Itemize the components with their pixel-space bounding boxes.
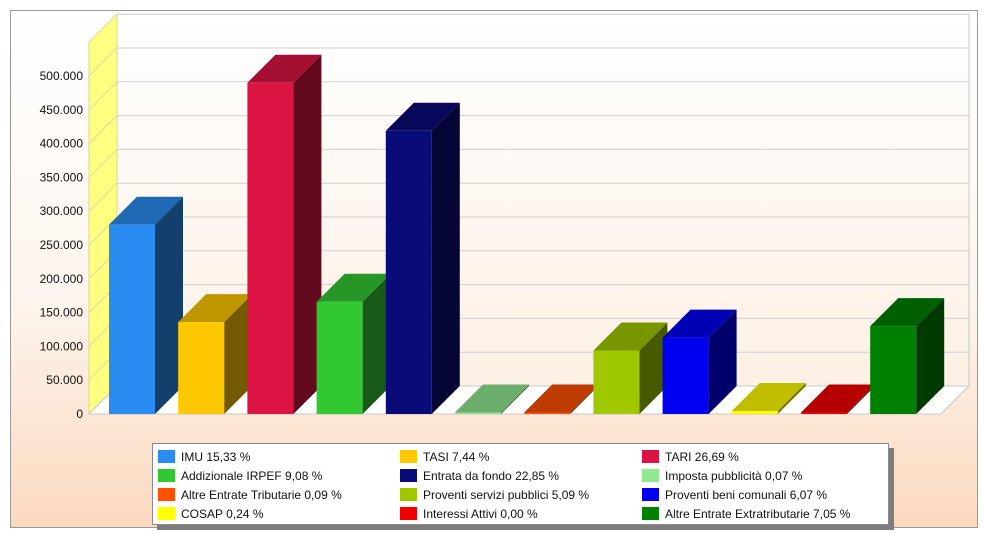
y-tick-label: 200.000 — [40, 272, 84, 286]
bar-side — [639, 322, 668, 414]
legend-swatch — [400, 469, 417, 482]
y-tick-label: 50.000 — [46, 373, 83, 387]
bar — [109, 224, 155, 414]
legend-item: Imposta pubblicità 0,07 % — [642, 466, 884, 485]
legend-label: Proventi beni comunali 6,07 % — [665, 487, 828, 502]
legend-swatch — [158, 469, 175, 482]
gridline-side — [88, 149, 118, 178]
y-tick-label: 250.000 — [40, 238, 84, 252]
bar-top — [247, 54, 322, 83]
y-tick-label: 300.000 — [40, 204, 84, 218]
bar — [662, 337, 709, 414]
bar-side — [155, 196, 183, 414]
bar-top — [801, 384, 875, 413]
legend-label: IMU 15,33 % — [181, 449, 251, 464]
legend-label: Altre Entrate Tributarie 0,09 % — [181, 487, 342, 502]
bar-side — [501, 384, 529, 414]
legend-item: IMU 15,33 % — [158, 447, 400, 466]
gridline-side — [88, 47, 118, 77]
bar — [178, 322, 225, 414]
y-tick-label: 450.000 — [40, 103, 84, 117]
legend-item: Proventi beni comunali 6,07 % — [642, 485, 884, 504]
legend-item: TASI 7,44 % — [400, 447, 642, 466]
y-tick-label: 350.000 — [40, 170, 84, 184]
gridline-side — [88, 115, 118, 144]
bar — [247, 82, 294, 414]
legend-label: Interessi Attivi 0,00 % — [423, 506, 538, 521]
bar-top — [109, 196, 183, 225]
legend-label: COSAP 0,24 % — [181, 506, 264, 521]
y-tick-label: 400.000 — [40, 137, 84, 151]
bar-side — [777, 382, 806, 414]
bar — [455, 412, 501, 414]
legend-item: Proventi servizi pubblici 5,09 % — [400, 485, 642, 504]
bar-top — [455, 384, 529, 413]
legend-item: Addizionale IRPEF 9,08 % — [158, 466, 400, 485]
bar-top — [178, 294, 253, 323]
legend-swatch — [158, 450, 175, 463]
y-tick-label: 500.000 — [40, 69, 84, 83]
bar — [731, 410, 778, 414]
legend-label: Proventi servizi pubblici 5,09 % — [423, 487, 590, 502]
legend-swatch — [400, 507, 417, 520]
y-tick-label: 100.000 — [40, 339, 84, 353]
legend-label: Imposta pubblicità 0,07 % — [665, 468, 803, 483]
bar-chart: 0 50.000 100.000 150.000 200.000 250.000 300.0… — [40, 12, 971, 421]
legend-swatch — [642, 507, 659, 520]
bar-top — [316, 273, 391, 302]
legend-item: Interessi Attivi 0,00 % — [400, 504, 642, 523]
legend-item: Altre Entrate Tributarie 0,09 % — [158, 485, 400, 504]
bar — [593, 350, 640, 414]
legend-swatch — [158, 488, 175, 501]
bar-top — [524, 384, 599, 413]
y-tick-label: 0 — [76, 407, 83, 421]
legend-swatch — [400, 450, 417, 463]
y-tick-label: 150.000 — [40, 306, 84, 320]
bar — [524, 412, 571, 414]
legend-label: TASI 7,44 % — [423, 449, 490, 464]
bar-side — [847, 384, 875, 414]
bar — [870, 326, 917, 414]
legend-item: Entrata da fondo 22,85 % — [400, 466, 642, 485]
legend-label: Addizionale IRPEF 9,08 % — [181, 468, 323, 483]
legend-item: Altre Entrate Extratributarie 7,05 % — [642, 504, 884, 523]
bar-side — [362, 273, 391, 414]
legend-label: TARI 26,69 % — [665, 449, 739, 464]
bar-side — [293, 54, 322, 414]
legend-swatch — [642, 469, 659, 482]
chart-legend: IMU 15,33 % TASI 7,44 % TARI 26,69 % Addizi… — [152, 443, 889, 525]
bar-side — [708, 309, 737, 414]
bar-side — [431, 102, 460, 415]
legend-swatch — [642, 488, 659, 501]
bar — [801, 412, 847, 414]
legend-swatch — [400, 488, 417, 501]
bar — [385, 130, 432, 415]
bar-top — [870, 298, 945, 327]
legend-swatch — [642, 450, 659, 463]
legend-item: COSAP 0,24 % — [158, 504, 400, 523]
legend-swatch — [158, 507, 175, 520]
gridline-side — [88, 182, 118, 212]
legend-label: Entrata da fondo 22,85 % — [423, 468, 560, 483]
bar-top — [662, 309, 737, 338]
bar-side — [570, 384, 599, 414]
bar-top — [731, 382, 806, 411]
chart-frame: 0 50.000 100.000 150.000 200.000 250.000 300.0… — [10, 10, 978, 528]
bar-side — [224, 294, 253, 414]
legend-label: Altre Entrate Extratributarie 7,05 % — [665, 506, 851, 521]
bar-top — [385, 102, 460, 131]
bar-top — [593, 322, 668, 351]
bar — [316, 301, 363, 414]
bar-side — [916, 298, 945, 414]
legend-item: TARI 26,69 % — [642, 447, 884, 466]
gridline-side — [88, 81, 118, 111]
